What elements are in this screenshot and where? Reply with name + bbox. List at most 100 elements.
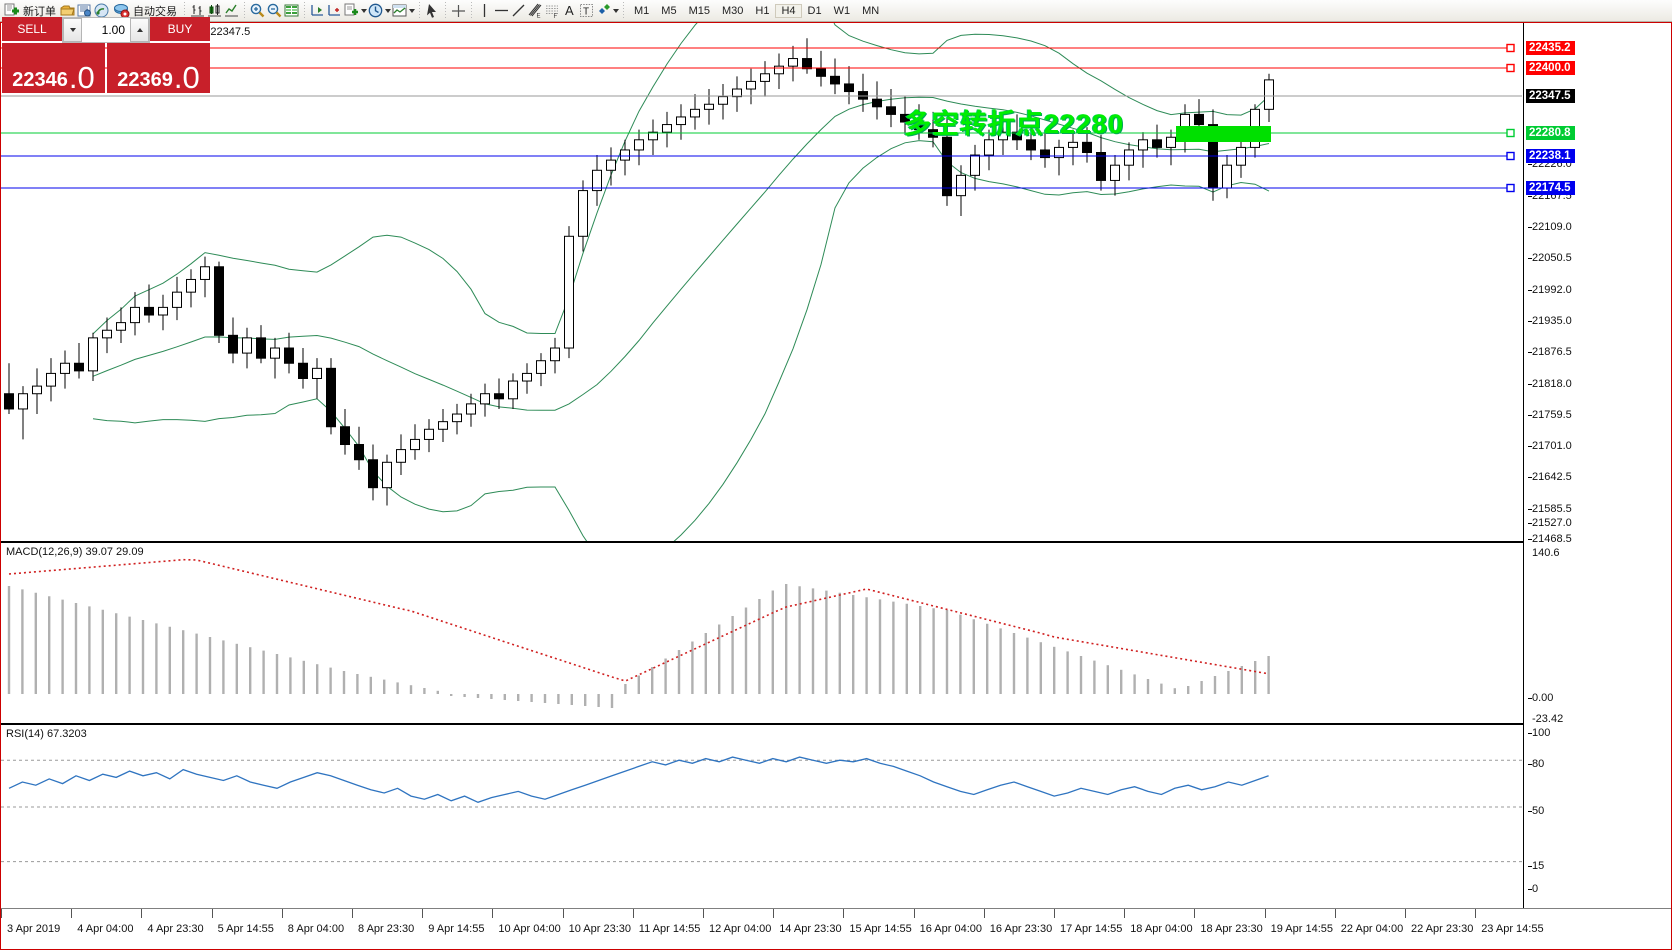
period-icon[interactable] [367,2,384,19]
volume-increase-button[interactable] [130,18,149,42]
sell-button[interactable]: SELL [2,17,62,43]
folder-icon[interactable] [59,2,76,19]
terminal-icon[interactable] [76,2,93,19]
vline-icon[interactable] [476,2,493,19]
price-level-badge-support-upper[interactable]: 22238.1 [1526,149,1575,163]
sell-price-quote[interactable]: 22346 .0 [2,43,105,93]
timeframe-h1[interactable]: H1 [755,4,770,17]
price-axis[interactable]: 22347.522280.822226.022167.522109.022050… [1524,23,1671,908]
time-label: 23 Apr 14:55 [1481,923,1544,935]
price-level-badge-resistance[interactable]: 22400.0 [1526,61,1575,75]
time-tick [1475,909,1477,918]
cursor-icon[interactable] [424,2,441,19]
buy-price-quote[interactable]: 22369 .0 [107,43,210,93]
arrows-icon[interactable] [595,2,612,19]
buy-button[interactable]: BUY [150,17,210,43]
volume-stepper[interactable]: 1.00 [62,17,150,43]
text-box-icon[interactable]: T [578,2,595,19]
timeframe-w1[interactable]: W1 [833,4,851,17]
hline-icon[interactable] [493,2,510,19]
time-label: 10 Apr 23:30 [568,923,631,935]
template-chevron-down-icon[interactable] [361,8,367,13]
equidistant-channel-icon[interactable]: E [527,2,544,19]
toolbar-separator [304,2,305,19]
zoom-in-icon[interactable] [249,2,266,19]
crosshair-icon[interactable] [450,2,467,19]
rsi-chart-canvas[interactable] [1,725,1522,908]
time-axis[interactable]: 3 Apr 2019 4 Apr 04:00 4 Apr 23:30 5 Apr 14… [1,908,1671,949]
trade-controls-row: SELL 1.00 BUY [2,17,210,43]
sell-price-integer: 22346 [12,69,68,91]
time-label: 22 Apr 23:30 [1411,923,1474,935]
sell-price-decimal: .0 [68,59,95,95]
candlestick-chart-icon[interactable] [206,2,223,19]
trendline-icon[interactable] [510,2,527,19]
zoom-out-icon[interactable] [266,2,283,19]
one-click-trading-panel[interactable]: SELL 1.00 BUY 22346 .0 22369 .0 [2,17,210,93]
timeframe-mn[interactable]: MN [862,4,880,17]
indicators-chevron-down-icon[interactable] [409,8,415,13]
time-label: 16 Apr 04:00 [919,923,982,935]
svg-text:F: F [554,14,558,19]
time-label: 9 Apr 14:55 [428,923,485,935]
time-tick [703,909,704,918]
price-level-badge-resistance-upper[interactable]: 22435.2 [1526,41,1575,55]
rsi-pane[interactable]: RSI(14) 67.3203 [1,723,1671,908]
volume-input[interactable]: 1.00 [101,23,125,37]
price-tick: 21935.0 [1528,315,1572,327]
template-icon[interactable] [343,2,360,19]
timeframe-m15[interactable]: M15 [688,4,710,17]
toolbar-separator [244,2,245,19]
timeframe-h4[interactable]: H4 [775,3,802,18]
data-window-icon[interactable] [283,2,300,19]
time-tick [422,909,424,918]
price-level-badge-support-lower[interactable]: 22174.5 [1526,181,1575,195]
time-label: 10 Apr 04:00 [498,923,561,935]
chart-annotation: 多空转折点22280 [904,109,1125,139]
period-chevron-down-icon[interactable] [385,8,391,13]
time-tick [1,909,2,918]
bar-chart-icon[interactable] [189,2,206,19]
macd-label: MACD(12,26,9) 39.07 29.09 [6,546,144,558]
new-order-button[interactable]: 新订单 [0,1,59,21]
text-label-icon[interactable]: A [561,2,578,19]
toolbar-separator [445,2,446,19]
macd-chart-canvas[interactable] [1,543,1522,723]
new-order-label: 新订单 [23,5,56,18]
fibo-icon[interactable]: F [544,2,561,19]
svg-text:E: E [537,14,541,20]
new-order-icon [3,2,20,19]
time-label: 14 Apr 23:30 [779,923,842,935]
price-level-badge-pivot[interactable]: 22280.8 [1526,126,1575,140]
volume-decrease-button[interactable] [63,18,82,42]
time-tick [1124,909,1126,918]
chevron-down-icon [69,28,76,32]
line-chart-icon[interactable] [223,2,240,19]
time-label: 5 Apr 14:55 [217,923,274,935]
chart-shift-icon[interactable] [326,2,343,19]
price-pane[interactable]: 多空转折点22280 [1,23,1671,541]
timeframe-m30[interactable]: M30 [721,4,744,17]
buy-price-decimal: .0 [173,59,200,95]
scroll-end-icon[interactable] [309,2,326,19]
time-label: 18 Apr 23:30 [1200,923,1263,935]
main-toolbar: 新订单 自动交易 [0,0,1672,22]
price-level-badge-last-price[interactable]: 22347.5 [1526,89,1575,103]
macd-pane[interactable]: MACD(12,26,9) 39.07 29.09 [1,541,1671,723]
axis-divider [1523,23,1524,908]
toolbar-separator [419,2,420,19]
autotrade-button[interactable]: 自动交易 [110,1,180,21]
time-tick [492,909,494,918]
quotes-row: 22346 .0 22369 .0 [2,43,210,93]
arrows-chevron-down-icon[interactable] [613,8,619,13]
indicators-icon[interactable] [391,2,408,19]
timeframe-m5[interactable]: M5 [661,4,677,17]
rsi-tick: 80 [1528,758,1544,770]
chevron-up-icon [136,28,143,32]
time-tick [1194,909,1196,918]
timeframe-d1[interactable]: D1 [807,4,822,17]
price-tick: 21527.0 [1528,517,1572,529]
timeframe-m1[interactable]: M1 [634,4,650,17]
price-tick: 22050.5 [1528,252,1572,264]
price-chart-canvas[interactable] [1,23,1522,541]
